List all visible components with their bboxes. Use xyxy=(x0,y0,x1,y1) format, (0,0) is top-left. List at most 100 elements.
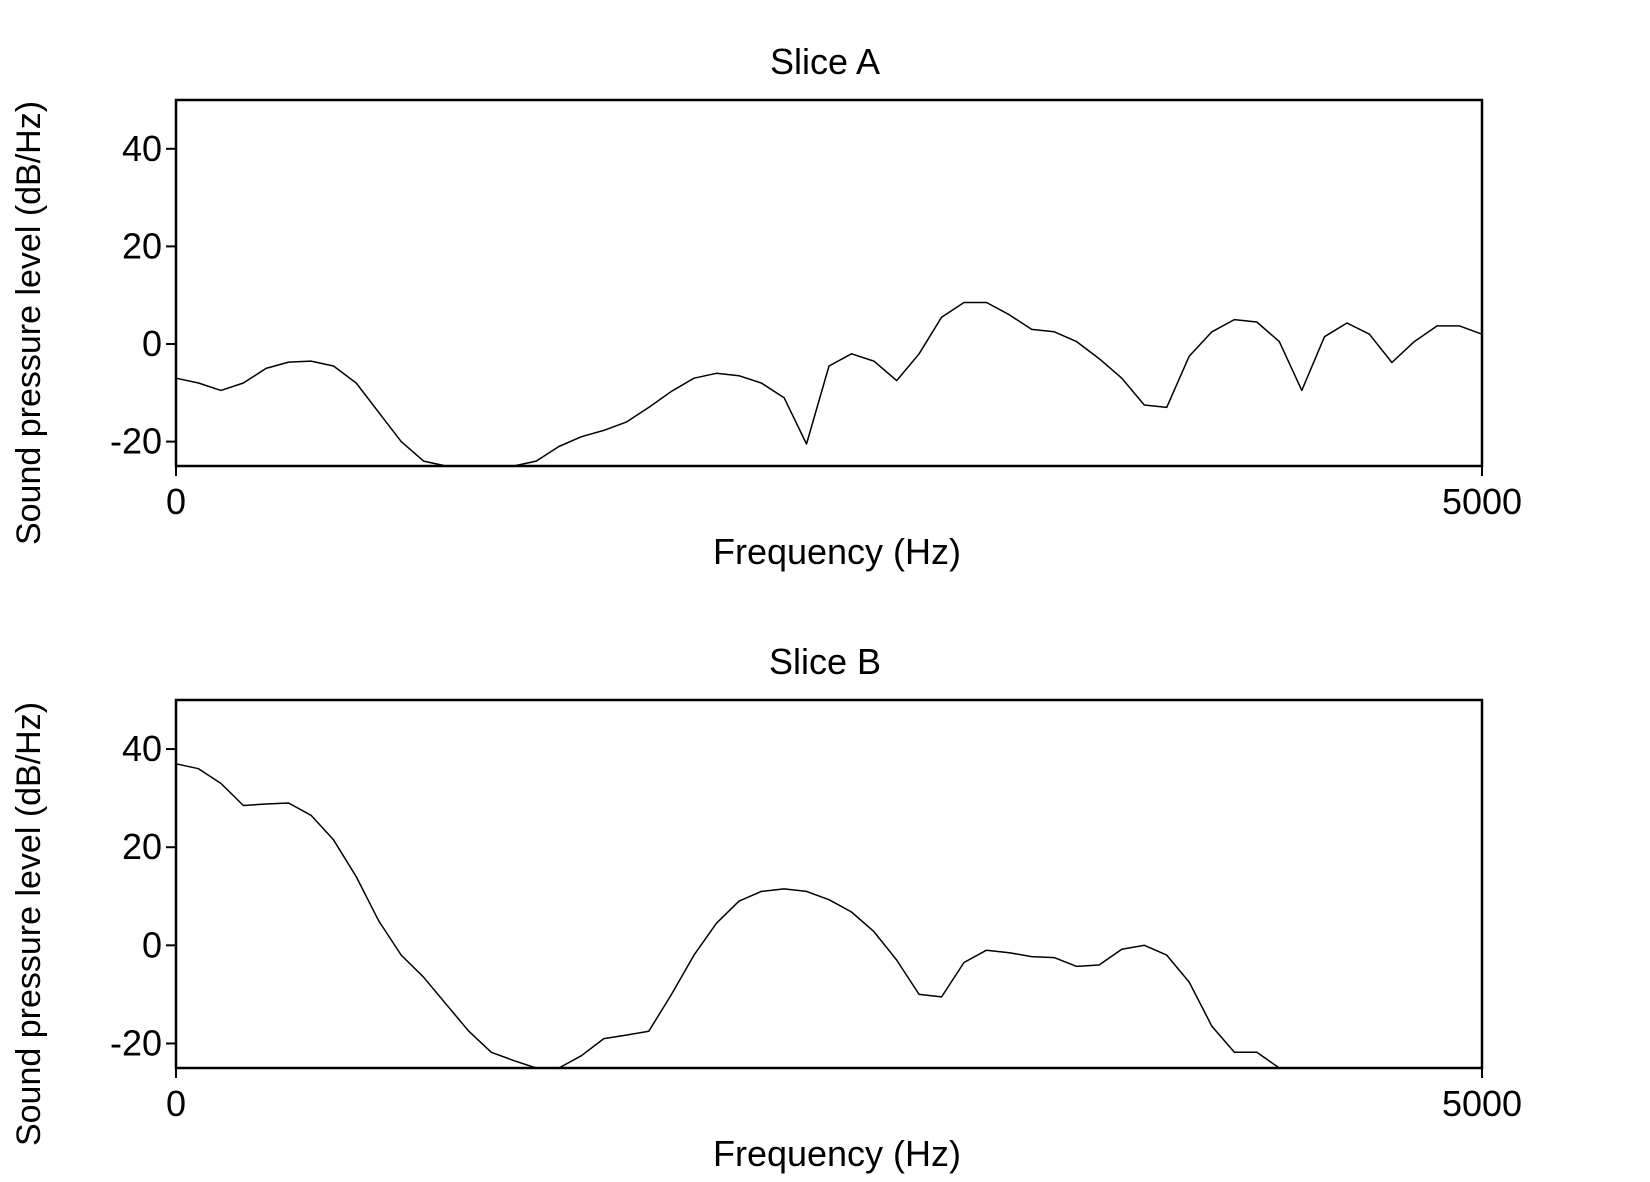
data-point xyxy=(1053,331,1055,333)
data-point xyxy=(580,1055,582,1057)
data-point xyxy=(400,441,402,443)
data-point xyxy=(963,301,965,304)
data-point xyxy=(896,959,898,961)
data-point xyxy=(783,888,785,890)
data-point xyxy=(1008,952,1010,954)
data-point xyxy=(1481,333,1483,335)
data-point xyxy=(1121,948,1123,950)
data-point xyxy=(1368,333,1371,335)
data-point xyxy=(265,367,267,369)
data-point xyxy=(1076,965,1078,968)
data-point xyxy=(490,465,492,467)
series-line-1 xyxy=(175,301,1483,467)
data-point xyxy=(603,1037,605,1040)
x-axis-label: Frequency (Hz) xyxy=(713,531,961,572)
data-point xyxy=(603,429,605,431)
data-point xyxy=(445,465,447,467)
x-tick-label: 5000 xyxy=(1442,481,1522,522)
data-point xyxy=(850,353,853,355)
data-point xyxy=(513,465,515,467)
data-point xyxy=(1121,377,1123,379)
data-point xyxy=(670,390,673,392)
data-point xyxy=(760,382,762,384)
data-point xyxy=(332,365,335,367)
chart-title: Slice B xyxy=(769,641,881,682)
x-tick-label: 5000 xyxy=(1442,1083,1522,1124)
data-point xyxy=(1143,944,1145,946)
data-point xyxy=(1053,957,1055,959)
y-tick-label: -20 xyxy=(110,421,162,462)
x-tick-label: 0 xyxy=(166,481,186,522)
data-point xyxy=(783,397,785,399)
data-point xyxy=(355,876,357,878)
data-point xyxy=(715,922,718,924)
data-point xyxy=(805,890,808,892)
data-point xyxy=(625,421,627,423)
data-point xyxy=(1368,1067,1371,1069)
data-point xyxy=(985,949,988,951)
data-point xyxy=(715,372,718,374)
data-point xyxy=(963,961,965,964)
data-point xyxy=(197,768,200,770)
data-point xyxy=(1301,1067,1303,1069)
data-point xyxy=(1413,1067,1415,1069)
data-point xyxy=(1188,355,1190,357)
data-point xyxy=(287,361,290,363)
data-point xyxy=(1233,319,1235,321)
data-point xyxy=(287,802,290,804)
data-point xyxy=(242,804,244,807)
data-point xyxy=(738,900,740,902)
plot-frame xyxy=(174,698,1484,1070)
y-tick-label: 20 xyxy=(122,225,162,266)
data-point xyxy=(1301,389,1303,391)
data-point xyxy=(1458,1067,1461,1069)
data-point xyxy=(1008,314,1010,316)
y-axis-label: Sound pressure level (dB/Hz) xyxy=(10,101,48,545)
data-point xyxy=(197,382,200,384)
data-point xyxy=(1323,1067,1326,1069)
data-point xyxy=(445,1003,447,1005)
data-point xyxy=(1391,1067,1393,1069)
data-point xyxy=(828,899,830,901)
data-point xyxy=(918,353,920,355)
y-tick-label: -20 xyxy=(110,1022,162,1063)
data-point xyxy=(940,996,943,998)
y-axis-label: Sound pressure level (dB/Hz) xyxy=(10,702,48,1146)
data-point xyxy=(423,460,425,462)
data-point xyxy=(332,839,335,841)
data-point xyxy=(1391,361,1393,364)
data-point xyxy=(175,377,177,379)
data-point xyxy=(1098,358,1100,360)
data-point xyxy=(873,360,875,362)
data-point xyxy=(558,1067,560,1069)
data-point xyxy=(1166,406,1168,409)
data-point xyxy=(896,380,898,382)
data-point xyxy=(265,803,267,805)
data-point xyxy=(1076,340,1078,343)
data-point xyxy=(1233,1051,1235,1053)
y-tick-label: 40 xyxy=(122,128,162,169)
data-point xyxy=(648,406,650,409)
data-point xyxy=(648,1030,650,1032)
data-point xyxy=(1278,1067,1280,1069)
data-point xyxy=(1143,404,1145,406)
data-point xyxy=(1346,322,1348,324)
data-point xyxy=(1481,1067,1483,1069)
data-point xyxy=(423,976,425,978)
data-point xyxy=(310,814,312,816)
data-point xyxy=(490,1051,492,1053)
data-point xyxy=(1436,325,1438,327)
data-point xyxy=(400,954,402,956)
data-point xyxy=(873,930,875,933)
data-point xyxy=(558,445,560,448)
data-point xyxy=(1188,981,1190,983)
data-point xyxy=(220,389,222,391)
y-tick-label: 0 xyxy=(142,323,162,364)
x-tick-label: 0 xyxy=(166,1083,186,1124)
data-point xyxy=(378,920,380,922)
data-point xyxy=(535,1067,537,1069)
y-tick-label: 20 xyxy=(122,826,162,867)
data-point xyxy=(355,382,357,384)
